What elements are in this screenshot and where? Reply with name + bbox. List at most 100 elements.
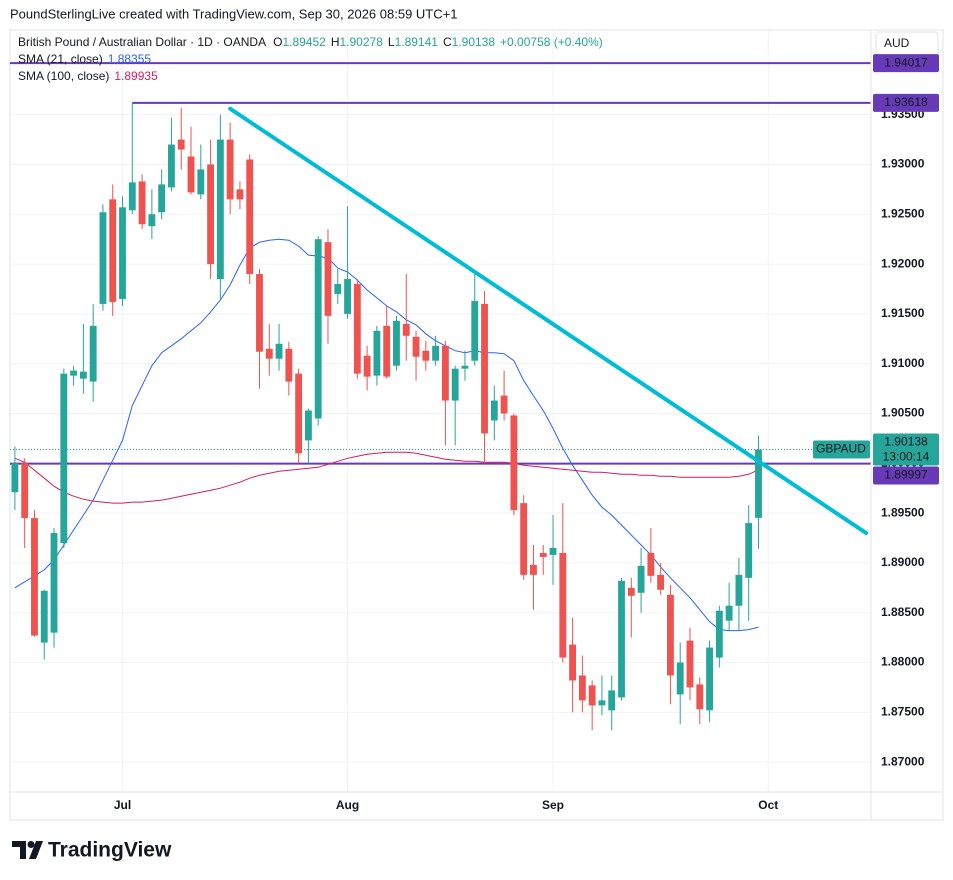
candle-body	[412, 336, 420, 357]
candle-body	[657, 574, 665, 590]
candle-body	[676, 662, 684, 695]
candle-body	[510, 415, 518, 511]
candle-body	[226, 139, 234, 200]
candle-body	[256, 274, 263, 352]
y-tick-label: 1.89500	[881, 505, 925, 519]
candle-body	[158, 184, 166, 213]
symbol-tag	[813, 440, 870, 459]
hline-tag	[873, 466, 939, 485]
candle-body	[608, 690, 616, 711]
currency: AUD	[884, 36, 910, 50]
y-tick-label: 1.90500	[881, 406, 925, 420]
ohlc-value: 1.89452	[282, 35, 326, 49]
candle-body	[128, 182, 136, 211]
candle-body	[481, 303, 488, 434]
candle-body	[187, 156, 195, 193]
hline-label: 1.94017	[884, 55, 928, 69]
hline-tag	[873, 54, 939, 73]
last-price-label: 1.90138	[884, 435, 928, 449]
candle-body	[109, 199, 117, 302]
candle-body	[393, 320, 400, 366]
candle-body	[569, 644, 577, 681]
y-tick-label: 1.91000	[881, 356, 925, 370]
change: +0.00758 (+0.40%)	[500, 35, 603, 49]
candle-body	[549, 547, 557, 555]
indicator-name: SMA (100, close)	[18, 69, 109, 83]
candle-body	[50, 533, 58, 633]
candle-body	[265, 348, 273, 359]
candle-body	[363, 355, 371, 377]
hline-tag	[873, 93, 939, 112]
candle-body	[637, 565, 645, 593]
candle-body	[588, 685, 596, 706]
candle-body	[627, 587, 635, 596]
ohlc-key: L	[388, 35, 395, 49]
ohlc-key: O	[273, 35, 282, 49]
indicator-legend: SMA (100, close) 1.89935	[18, 69, 158, 83]
candle-body	[119, 207, 126, 299]
candle-body	[99, 212, 107, 304]
candle-body	[735, 574, 743, 606]
candle-body	[344, 279, 351, 314]
candle-body	[197, 169, 205, 195]
instrument: British Pound / Australian Dollar · 1D ·…	[18, 35, 266, 49]
y-tick-label: 1.92500	[881, 206, 925, 220]
y-tick-label: 1.87500	[881, 704, 925, 718]
candle-body	[618, 580, 625, 698]
candle-body	[70, 370, 78, 376]
candle-body	[295, 373, 303, 454]
candle-body	[60, 373, 68, 543]
y-tick-label: 1.93000	[881, 157, 925, 171]
candle-body	[520, 503, 528, 575]
candle-body	[578, 675, 586, 701]
candle-body	[461, 365, 469, 369]
candle-body	[148, 214, 156, 227]
candle-body	[216, 139, 224, 280]
candle-body	[715, 610, 723, 658]
candle-body	[559, 552, 567, 658]
candle-body	[177, 139, 185, 150]
x-tick-label: Aug	[336, 798, 359, 812]
candle-body	[31, 518, 38, 636]
candle-body	[500, 395, 508, 414]
hline-label: 1.93618	[884, 95, 928, 109]
legend-main: British Pound / Australian Dollar · 1D ·…	[18, 35, 603, 49]
sma-line	[14, 451, 759, 504]
hline-label: 1.89997	[884, 468, 928, 482]
logo-icon	[12, 841, 43, 859]
y-tick-label: 1.88500	[881, 605, 925, 619]
indicator-name: SMA (21, close)	[18, 52, 103, 66]
candle-body	[725, 605, 733, 621]
candle-body	[138, 181, 146, 225]
candle-body	[745, 523, 753, 578]
sma-line	[14, 238, 759, 632]
last-price-tag	[873, 433, 939, 466]
candle-body	[79, 371, 87, 379]
candle-body	[598, 700, 606, 706]
candle-body	[441, 345, 449, 401]
candle-body	[21, 463, 29, 519]
y-tick-label: 1.92000	[881, 256, 925, 270]
indicator-legend: SMA (21, close) 1.88355	[18, 52, 151, 66]
ohlc-key: C	[443, 35, 452, 49]
candle-body	[285, 348, 293, 382]
candle-body	[207, 164, 214, 265]
candle-body	[275, 343, 283, 359]
candle-body	[89, 325, 97, 382]
trendline	[228, 106, 869, 536]
candle-body	[314, 239, 322, 419]
candle-body	[530, 564, 537, 575]
symbol-label: GBPAUD	[816, 442, 866, 456]
candle-body	[451, 368, 459, 401]
candle-body	[40, 590, 48, 643]
candle-body	[667, 594, 674, 676]
candle-body	[353, 284, 361, 374]
candle-body	[373, 330, 381, 376]
header: PoundSterlingLive created with TradingVi…	[10, 6, 457, 21]
candle-body	[422, 350, 430, 361]
candle-body	[686, 640, 694, 688]
watermark: TradingView	[48, 839, 172, 862]
ohlc-value: 1.89141	[395, 35, 439, 49]
